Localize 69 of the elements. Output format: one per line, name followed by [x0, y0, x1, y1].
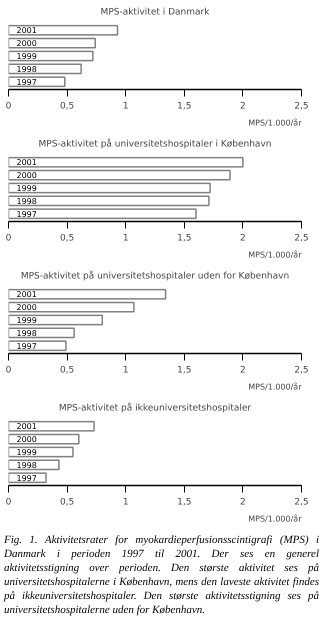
x-tick-label: 1,5: [177, 102, 192, 112]
x-tick-label: 2: [240, 234, 246, 244]
y-tick-label: 2000: [16, 39, 37, 48]
x-tick-label: 0,5: [60, 102, 74, 112]
x-tick-label: 1,5: [177, 234, 192, 244]
bar: [8, 24, 118, 36]
bar: [8, 208, 197, 220]
x-tick-label: 1: [122, 498, 129, 508]
x-tick-label: 2: [240, 498, 246, 508]
x-tick-label: 0,5: [60, 366, 74, 376]
bar: [8, 288, 166, 300]
x-tick-label: 0: [6, 366, 12, 376]
bar: [8, 302, 135, 313]
x-axis-title: MPS/1.000/år: [248, 514, 302, 524]
x-tick-label: 2,5: [294, 102, 309, 112]
bar: [8, 446, 74, 458]
bar: [8, 38, 96, 49]
y-tick-label: 1997: [16, 342, 37, 351]
y-tick-label: 1997: [16, 78, 37, 87]
y-tick-label: 1998: [16, 64, 37, 74]
x-tick-label: 1: [122, 366, 129, 376]
y-tick-label: 1998: [16, 196, 37, 206]
bar: [8, 327, 75, 338]
x-tick-label: 2: [240, 102, 246, 112]
x-tick-label: 2,5: [294, 234, 309, 244]
caption: Fig. 1. Aktivitetsrater for myokardieperfusionsscintigrafi (MPS) i Danmark i perioden 1997 til 2001. Der ses en generel aktivitetsstigning over perioden. Den største aktivitet ses på universitetshospitalerne i København, mens den laveste aktivitet findes på ikkeuniversitetshospitaler. Den største aktivitetsstigning ses på universitetshospitalerne uden for København.: [4, 533, 319, 617]
x-tick-label: 1,5: [177, 366, 192, 376]
y-tick-label: 1997: [16, 474, 37, 483]
x-tick-label: 0: [6, 234, 12, 244]
chart-title: MPS-aktivitet på universitetshospitaler uden for København: [20, 270, 290, 282]
bar: [8, 182, 211, 194]
y-tick-label: 2001: [16, 26, 37, 36]
x-axis-title: MPS/1.000/år: [248, 382, 302, 392]
x-tick-label: 0,5: [60, 234, 74, 244]
y-tick-label: 1999: [16, 52, 37, 61]
chart-title: MPS-aktivitet i Danmark: [100, 8, 210, 18]
y-tick-label: 2001: [16, 290, 37, 300]
x-axis-title: MPS/1.000/år: [248, 250, 302, 260]
y-tick-label: 2001: [16, 158, 37, 168]
bar: [8, 434, 80, 445]
x-tick-label: 1: [122, 102, 129, 112]
x-tick-label: 1: [122, 234, 129, 244]
chart-title: MPS-aktivitet på universitetshospitaler i København: [38, 138, 272, 150]
bar: [8, 156, 244, 168]
chart-title: MPS-aktivitet på ikkeuniversitetshospitaler: [58, 402, 252, 414]
bar: [8, 195, 210, 206]
bar: [8, 63, 82, 74]
x-axis-title: MPS/1.000/år: [248, 118, 302, 128]
y-tick-label: 1999: [16, 448, 37, 457]
y-tick-label: 1998: [16, 328, 37, 338]
bar: [8, 420, 95, 432]
x-tick-label: 2,5: [294, 498, 309, 508]
y-tick-label: 2001: [16, 422, 37, 432]
bar: [8, 170, 231, 181]
x-tick-label: 0,5: [60, 498, 74, 508]
x-tick-label: 1,5: [177, 498, 192, 508]
x-tick-label: 2,5: [294, 366, 309, 376]
y-tick-label: 1998: [16, 460, 37, 470]
bar: [8, 314, 104, 326]
x-tick-label: 2: [240, 366, 246, 376]
y-tick-label: 2000: [16, 171, 37, 180]
x-tick-label: 0: [6, 102, 12, 112]
y-tick-label: 1999: [16, 184, 37, 193]
y-tick-label: 1999: [16, 316, 37, 325]
y-tick-label: 2000: [16, 303, 37, 312]
x-tick-label: 0: [6, 498, 12, 508]
y-tick-label: 1997: [16, 210, 37, 219]
y-tick-label: 2000: [16, 435, 37, 444]
bar: [8, 50, 94, 62]
